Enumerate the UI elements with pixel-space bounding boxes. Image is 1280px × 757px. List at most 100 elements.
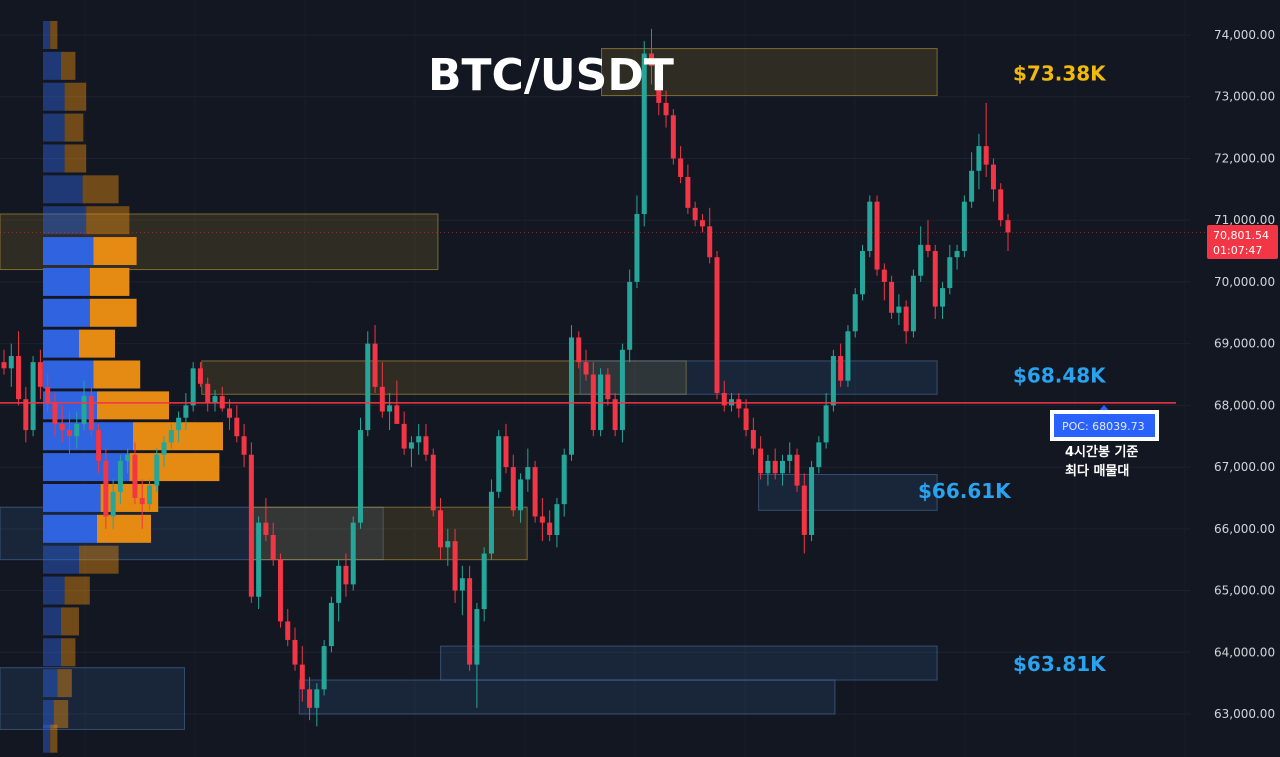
candle-body xyxy=(81,396,87,424)
candle-body xyxy=(743,408,749,431)
candle-body xyxy=(343,565,349,585)
candle-body xyxy=(714,257,720,394)
candle-body xyxy=(779,460,785,474)
poc-callout: POC: 68039.73 4시간봉 기준 최다 매물대 xyxy=(1050,410,1159,479)
candle-body xyxy=(772,460,778,474)
candle-body xyxy=(816,442,822,468)
candle-body xyxy=(990,164,996,190)
candle-body xyxy=(16,355,22,400)
profile-bar-sell xyxy=(53,700,69,728)
candle-body xyxy=(23,399,29,431)
candle-body xyxy=(532,467,538,517)
candle-body xyxy=(503,436,509,468)
candle-body xyxy=(488,491,494,554)
candle-body xyxy=(30,362,36,431)
candle-body xyxy=(765,460,771,474)
candle-body xyxy=(423,436,429,455)
candle-body xyxy=(845,331,851,381)
level-label: $73.38K xyxy=(1013,61,1107,85)
candle-body xyxy=(947,257,953,289)
candle-body xyxy=(139,497,145,505)
profile-bar-buy xyxy=(43,700,54,728)
candle-body xyxy=(45,386,51,403)
y-tick-label: 73,000.00 xyxy=(1214,90,1275,104)
candle-body xyxy=(103,460,109,517)
candle-body xyxy=(1,362,7,369)
y-tick-label: 71,000.00 xyxy=(1214,213,1275,227)
profile-bar-buy xyxy=(43,669,58,698)
profile-bar-sell xyxy=(79,329,115,358)
candle-body xyxy=(867,201,873,252)
candle-body xyxy=(576,337,582,363)
candle-body xyxy=(292,639,298,665)
candle-body xyxy=(416,436,422,443)
profile-bar-sell xyxy=(64,576,90,605)
candle-body xyxy=(74,423,80,437)
candle-body xyxy=(736,399,742,409)
candle-body xyxy=(372,343,378,387)
candle-body xyxy=(387,405,393,412)
y-tick-label: 66,000.00 xyxy=(1214,522,1275,536)
poc-note-line-1: 4시간봉 기준 xyxy=(1065,444,1138,460)
candle-body xyxy=(481,553,487,610)
candle-body xyxy=(459,578,465,591)
chart-title: BTC/USDT xyxy=(428,50,674,101)
candle-body xyxy=(408,442,414,449)
poc-label: POC: 68039.73 xyxy=(1062,420,1145,433)
current-price-tag: 70,801.54 01:07:47 xyxy=(1207,225,1278,259)
y-tick-label: 69,000.00 xyxy=(1214,337,1275,351)
level-label: $68.48K xyxy=(1013,364,1107,388)
profile-bar-sell xyxy=(64,82,87,111)
profile-bar-buy xyxy=(43,21,51,49)
candle-body xyxy=(379,386,385,412)
candle-body xyxy=(241,436,247,455)
candle-body xyxy=(518,479,524,511)
y-tick-label: 70,000.00 xyxy=(1214,275,1275,289)
profile-bar-sell xyxy=(61,638,76,667)
candle-body xyxy=(357,430,363,523)
y-tick-label: 63,000.00 xyxy=(1214,707,1275,721)
candle-body xyxy=(801,485,807,535)
candle-body xyxy=(881,269,887,282)
level-label: $66.61K xyxy=(918,479,1012,503)
candle-body xyxy=(889,281,895,313)
profile-bar-buy xyxy=(43,175,83,204)
grid xyxy=(0,34,1190,715)
candle-body xyxy=(568,337,574,455)
level-label: $63.81K xyxy=(1013,652,1107,676)
profile-bar-buy xyxy=(43,607,61,636)
profile-bar-buy xyxy=(43,422,133,451)
candle-body xyxy=(285,621,291,640)
profile-bar-sell xyxy=(86,206,130,235)
candle-body xyxy=(641,53,647,215)
candle-body xyxy=(445,541,451,548)
profile-bar-buy xyxy=(43,113,65,142)
profile-bar-sell xyxy=(61,607,79,636)
candle-body xyxy=(248,454,254,597)
current-price-value: 70,801.54 xyxy=(1213,229,1269,242)
candle-body xyxy=(474,609,480,665)
candle-body xyxy=(37,362,43,387)
candle-body xyxy=(678,158,684,177)
candle-body xyxy=(830,355,836,406)
candle-body xyxy=(147,485,153,505)
profile-bar-buy xyxy=(43,483,101,512)
profile-bar-sell xyxy=(64,113,84,142)
profile-bar-sell xyxy=(61,51,76,80)
candle-body xyxy=(510,467,516,511)
candle-body xyxy=(685,176,691,208)
candle-body xyxy=(605,374,611,400)
demand-zone xyxy=(440,645,938,681)
profile-bar-buy xyxy=(43,298,90,327)
candle-body xyxy=(467,578,473,665)
y-tick-label: 67,000.00 xyxy=(1214,460,1275,474)
candle-body xyxy=(634,214,640,282)
candle-body xyxy=(307,689,313,708)
profile-bar-sell xyxy=(97,391,169,420)
candle-body xyxy=(721,393,727,406)
candle-body xyxy=(809,467,815,535)
candle-body xyxy=(96,430,102,461)
candle-body xyxy=(554,504,560,535)
profile-bar-sell xyxy=(82,175,119,204)
profile-bar-sell xyxy=(97,514,151,543)
